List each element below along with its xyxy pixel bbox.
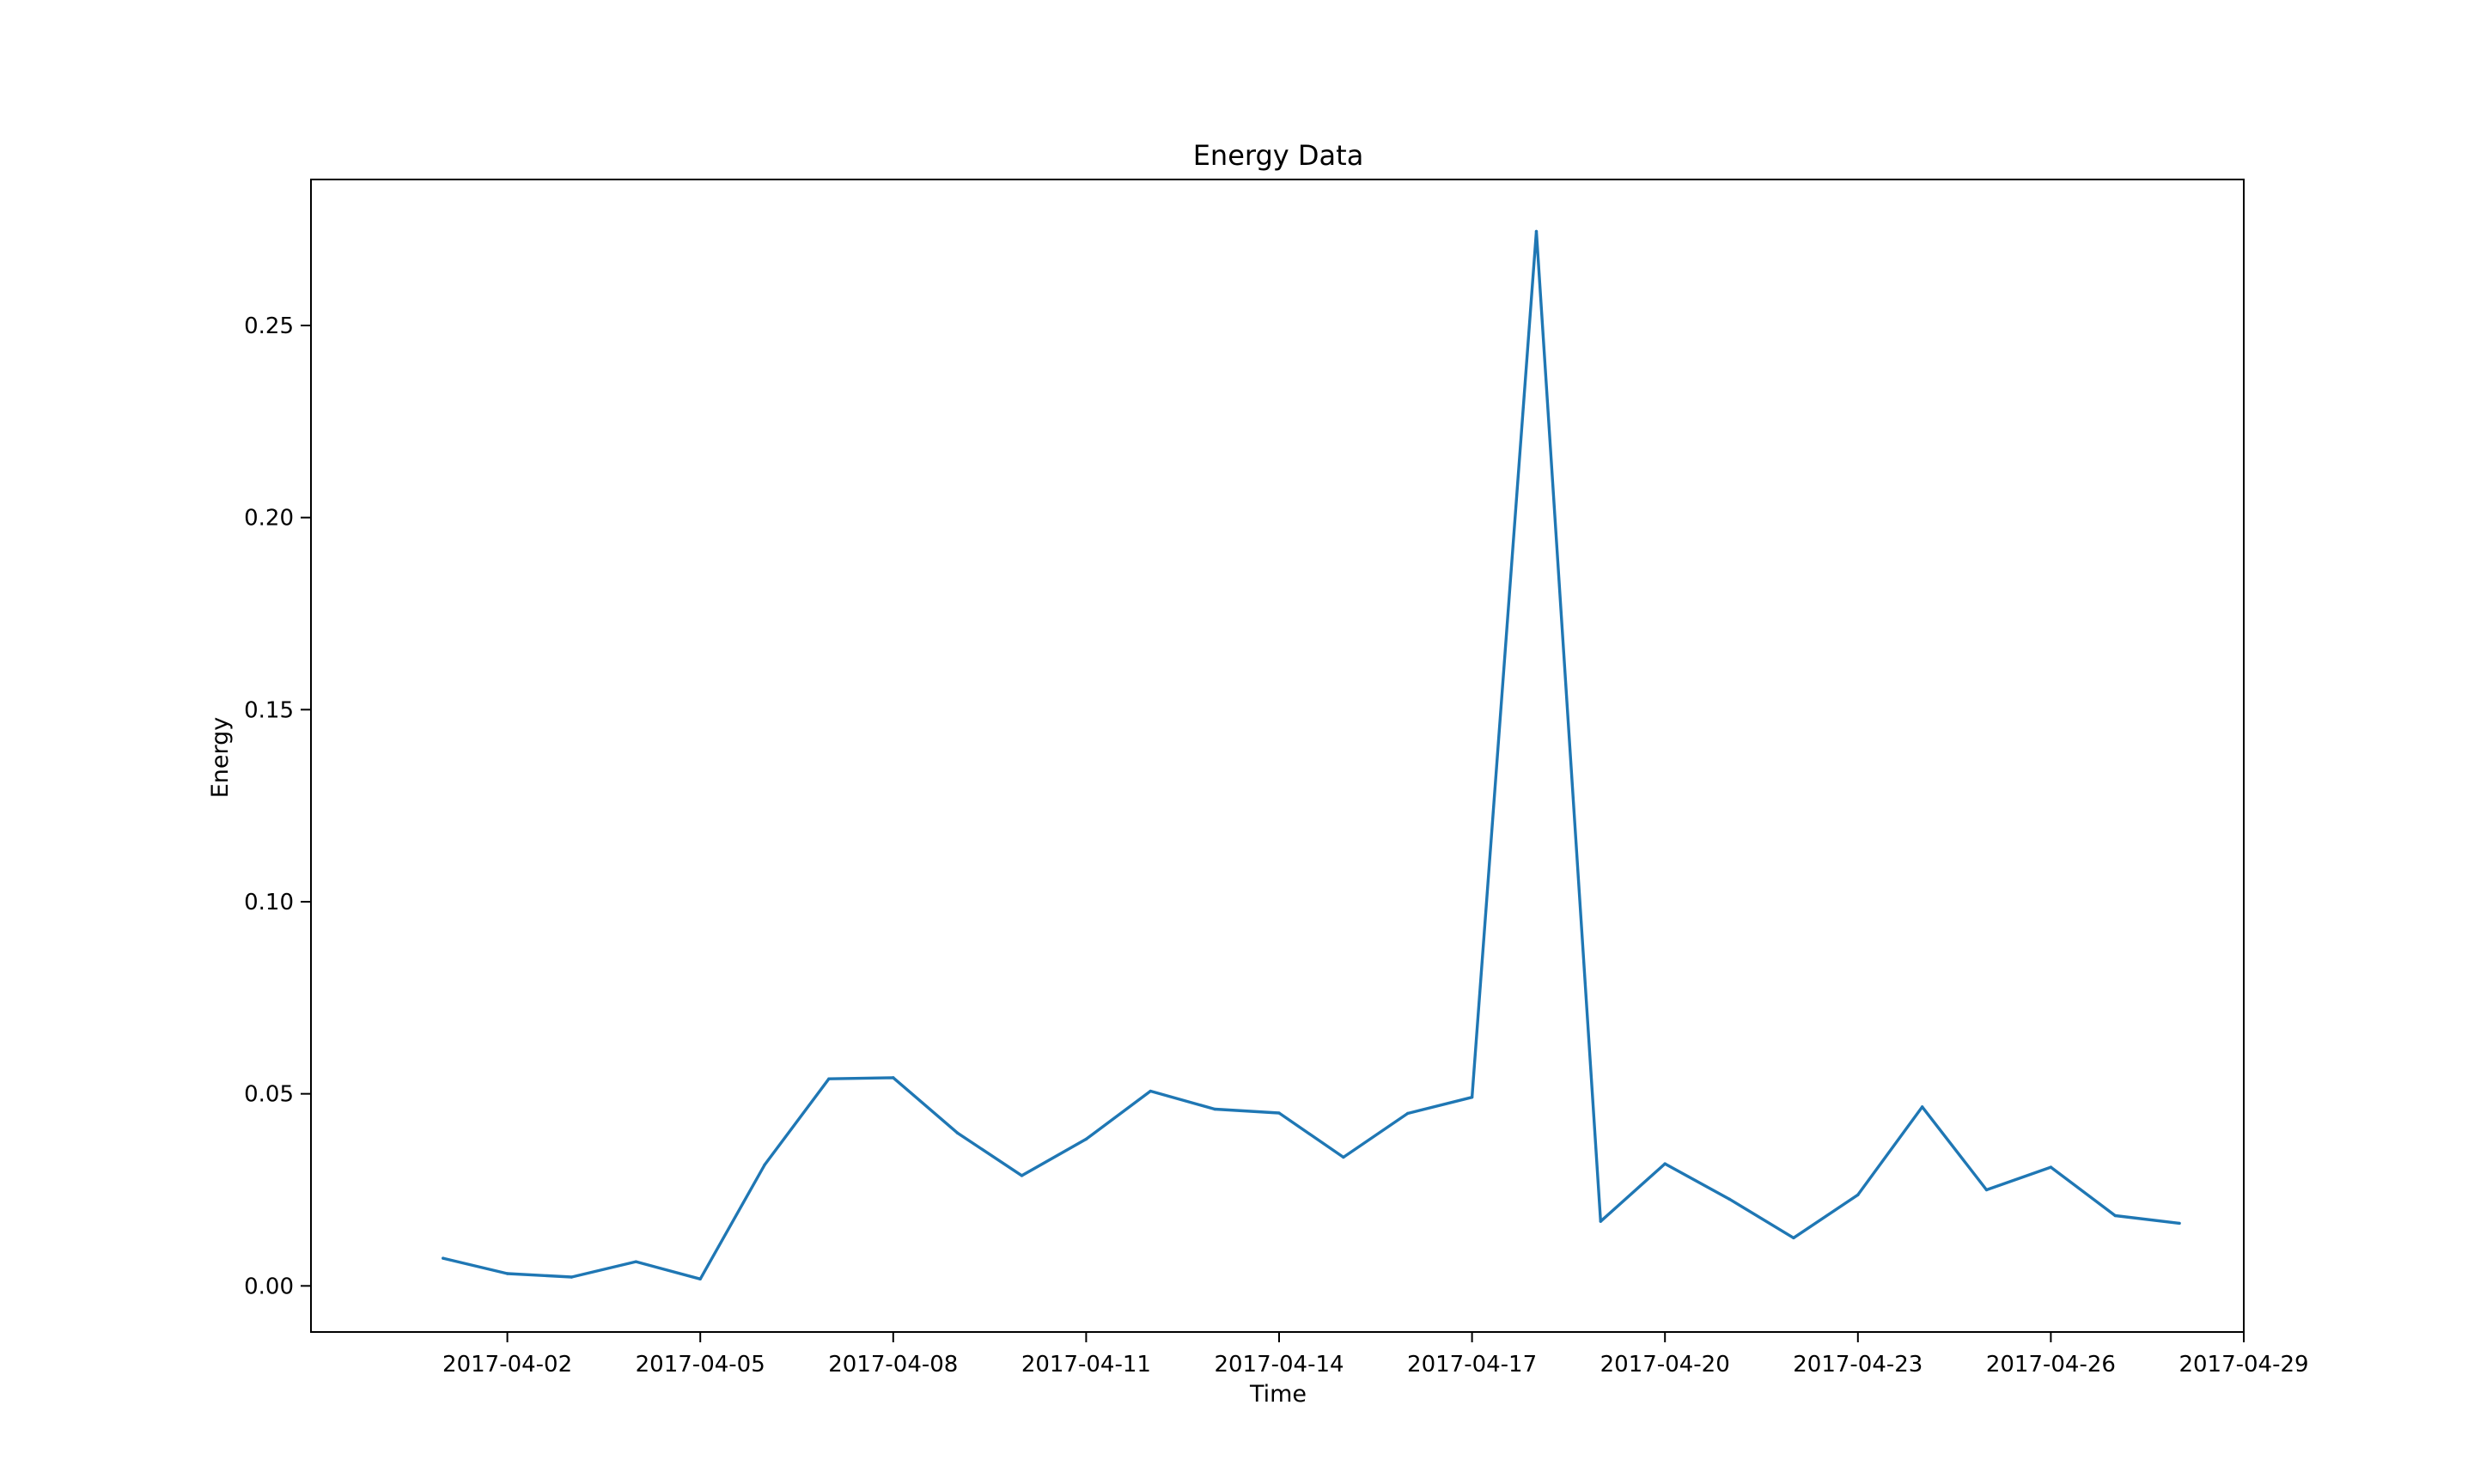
data-point [698,1277,702,1280]
data-point [827,1077,831,1080]
data-point [892,1076,895,1080]
data-point [1342,1155,1345,1159]
x-tick-label: 2017-04-20 [1600,1352,1730,1378]
x-tick-label: 2017-04-14 [1214,1352,1344,1378]
data-point [1599,1219,1603,1223]
plot-area [442,229,2181,1281]
data-point [1984,1188,1989,1192]
data-point [1084,1137,1088,1141]
data-point [955,1131,960,1134]
data-point [1856,1193,1860,1197]
y-axis: 0.00 0.05 0.10 0.15 0.20 0.25 [244,313,311,1299]
x-axis-label: Time [1249,1381,1307,1408]
series-line [442,229,2180,1281]
x-tick-label: 2017-04-05 [636,1352,765,1378]
data-point [570,1275,574,1279]
data-point [2113,1213,2117,1218]
data-point [442,1256,445,1260]
x-tick-label: 2017-04-08 [828,1352,958,1378]
x-tick-label: 2017-04-17 [1407,1352,1537,1378]
chart-title: Energy Data [1193,139,1364,172]
data-point [2049,1165,2053,1169]
y-tick-label: 0.10 [244,890,294,915]
data-point [1406,1111,1410,1116]
data-point [1534,229,1539,234]
x-tick-label: 2017-04-11 [1021,1352,1151,1378]
x-tick-label: 2017-04-26 [1986,1352,2116,1378]
data-point [1792,1236,1795,1240]
y-axis-label: Energy [207,717,234,799]
data-point [1663,1162,1667,1165]
x-tick-label: 2017-04-29 [2178,1352,2308,1378]
y-tick-label: 0.15 [244,697,294,723]
x-tick-label: 2017-04-02 [442,1352,572,1378]
x-tick-label: 2017-04-23 [1793,1352,1923,1378]
data-point [634,1260,638,1263]
data-point [1470,1095,1474,1099]
y-tick-label: 0.00 [244,1274,294,1299]
data-point [763,1163,766,1167]
y-tick-label: 0.25 [244,313,294,339]
data-point [1277,1111,1281,1115]
data-point [1020,1174,1024,1177]
y-tick-label: 0.05 [244,1082,294,1108]
data-point [1728,1197,1731,1201]
data-point [2178,1221,2181,1226]
data-point [1920,1105,1924,1109]
axes-frame [310,179,2245,1333]
data-point [1213,1107,1216,1111]
y-tick-label: 0.20 [244,506,294,532]
data-point [505,1272,509,1275]
x-axis: 2017-04-02 2017-04-05 2017-04-08 2017-04-11… [442,1332,2309,1378]
data-point [1149,1089,1152,1093]
